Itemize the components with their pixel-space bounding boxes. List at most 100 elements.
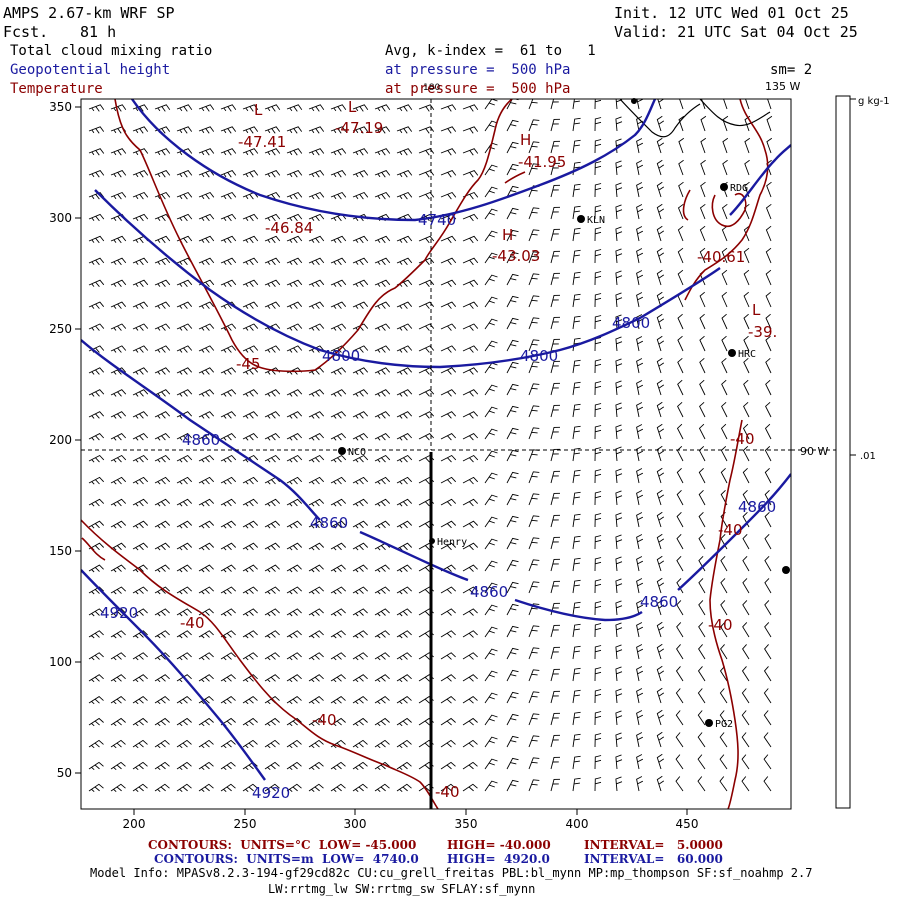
wind-barb	[154, 761, 170, 771]
wind-barb	[636, 358, 644, 374]
wind-barb	[676, 644, 684, 660]
wind-barb	[308, 542, 325, 551]
wind-barb	[154, 476, 171, 485]
temperature-contours	[81, 99, 769, 809]
wind-barb	[720, 622, 728, 638]
pressure-level-temp: at pressure = 500 hPa	[385, 81, 571, 97]
wind-barb	[636, 490, 644, 506]
wind-barb	[615, 710, 623, 726]
wind-barb	[242, 389, 259, 397]
wind-barb	[352, 520, 369, 529]
wind-barb	[110, 104, 127, 112]
wind-barb	[678, 181, 684, 198]
wind-barb	[220, 323, 237, 331]
wind-barb	[572, 403, 581, 418]
wind-barb	[264, 608, 280, 617]
wind-barb	[636, 226, 644, 242]
wind-barb	[462, 257, 479, 266]
station-label: RDG	[730, 183, 748, 194]
wind-barb	[132, 608, 148, 617]
wind-barb	[550, 514, 561, 528]
wind-barb	[198, 652, 214, 661]
wind-barb	[110, 235, 127, 244]
wind-barb	[352, 257, 369, 266]
wind-barb	[528, 735, 540, 748]
wind-barb	[242, 696, 258, 705]
wind-barb	[396, 367, 413, 375]
wind-barb	[615, 292, 623, 308]
wind-barb	[636, 204, 644, 220]
wind-barb	[352, 235, 369, 244]
wind-barb	[88, 235, 105, 244]
wind-barb	[615, 358, 623, 374]
wind-barb	[550, 690, 561, 704]
wind-barb	[743, 357, 750, 374]
wind-barb	[636, 512, 644, 528]
wind-barb	[330, 323, 347, 331]
wind-barb	[220, 586, 237, 595]
wind-barb	[88, 608, 104, 617]
wind-barb	[242, 323, 259, 331]
wind-barb	[572, 557, 581, 572]
wind-barb	[698, 423, 706, 440]
wind-barb	[132, 696, 148, 705]
wind-barb	[765, 335, 772, 352]
wind-barb	[484, 648, 498, 660]
wind-barb	[330, 235, 347, 244]
wind-barb	[440, 191, 457, 200]
wind-barb	[572, 667, 581, 682]
wind-barb	[198, 257, 215, 266]
wind-barb	[743, 313, 750, 330]
wind-barb	[676, 423, 684, 440]
wind-barb	[440, 652, 456, 660]
wind-barb	[374, 783, 390, 792]
forecast-label: Fcst.	[3, 23, 49, 41]
wind-barb	[286, 279, 303, 287]
wind-barb	[636, 424, 644, 440]
coastline	[619, 99, 771, 138]
wind-barb	[352, 454, 369, 463]
wind-barb	[286, 257, 303, 266]
wind-barb	[440, 783, 456, 792]
wind-barb	[656, 599, 665, 616]
wind-barb	[656, 247, 665, 264]
wind-barb	[396, 323, 413, 331]
height-label: 4800	[322, 347, 360, 365]
wind-barb	[176, 652, 192, 661]
wind-barb	[528, 449, 540, 462]
wind-barb	[264, 586, 281, 595]
x-tick-label: 400	[566, 817, 589, 831]
wind-barb	[462, 717, 478, 726]
wind-barb	[656, 137, 665, 154]
wind-barb	[506, 405, 519, 418]
wind-barb	[699, 291, 706, 308]
wind-barb	[764, 445, 772, 462]
wind-barb	[352, 761, 368, 771]
wind-barb	[656, 357, 665, 374]
wind-barb	[656, 313, 665, 330]
model-title: AMPS 2.67-km WRF SP	[3, 4, 175, 22]
wind-barb	[264, 564, 280, 573]
wind-barb	[198, 674, 214, 683]
wind-barb	[765, 357, 772, 374]
wind-barb	[656, 665, 665, 682]
wind-barb	[264, 279, 281, 287]
wind-barb	[550, 316, 561, 330]
wind-barb	[176, 783, 192, 792]
wind-barb	[572, 205, 581, 220]
wind-barb	[484, 406, 498, 418]
wind-barb	[286, 148, 303, 156]
wind-barb	[550, 99, 559, 110]
lat-lon-lines	[81, 99, 840, 451]
wind-barb	[462, 476, 479, 485]
wind-barb	[374, 235, 391, 244]
wind-barb	[264, 104, 281, 112]
wind-barb	[132, 213, 149, 222]
wind-barb	[506, 757, 519, 770]
wind-barb	[352, 433, 369, 441]
wind-barb	[656, 577, 665, 594]
wind-barb	[550, 536, 561, 550]
wind-barb	[220, 498, 237, 507]
wind-barb	[743, 269, 750, 286]
wind-barb	[550, 470, 561, 484]
